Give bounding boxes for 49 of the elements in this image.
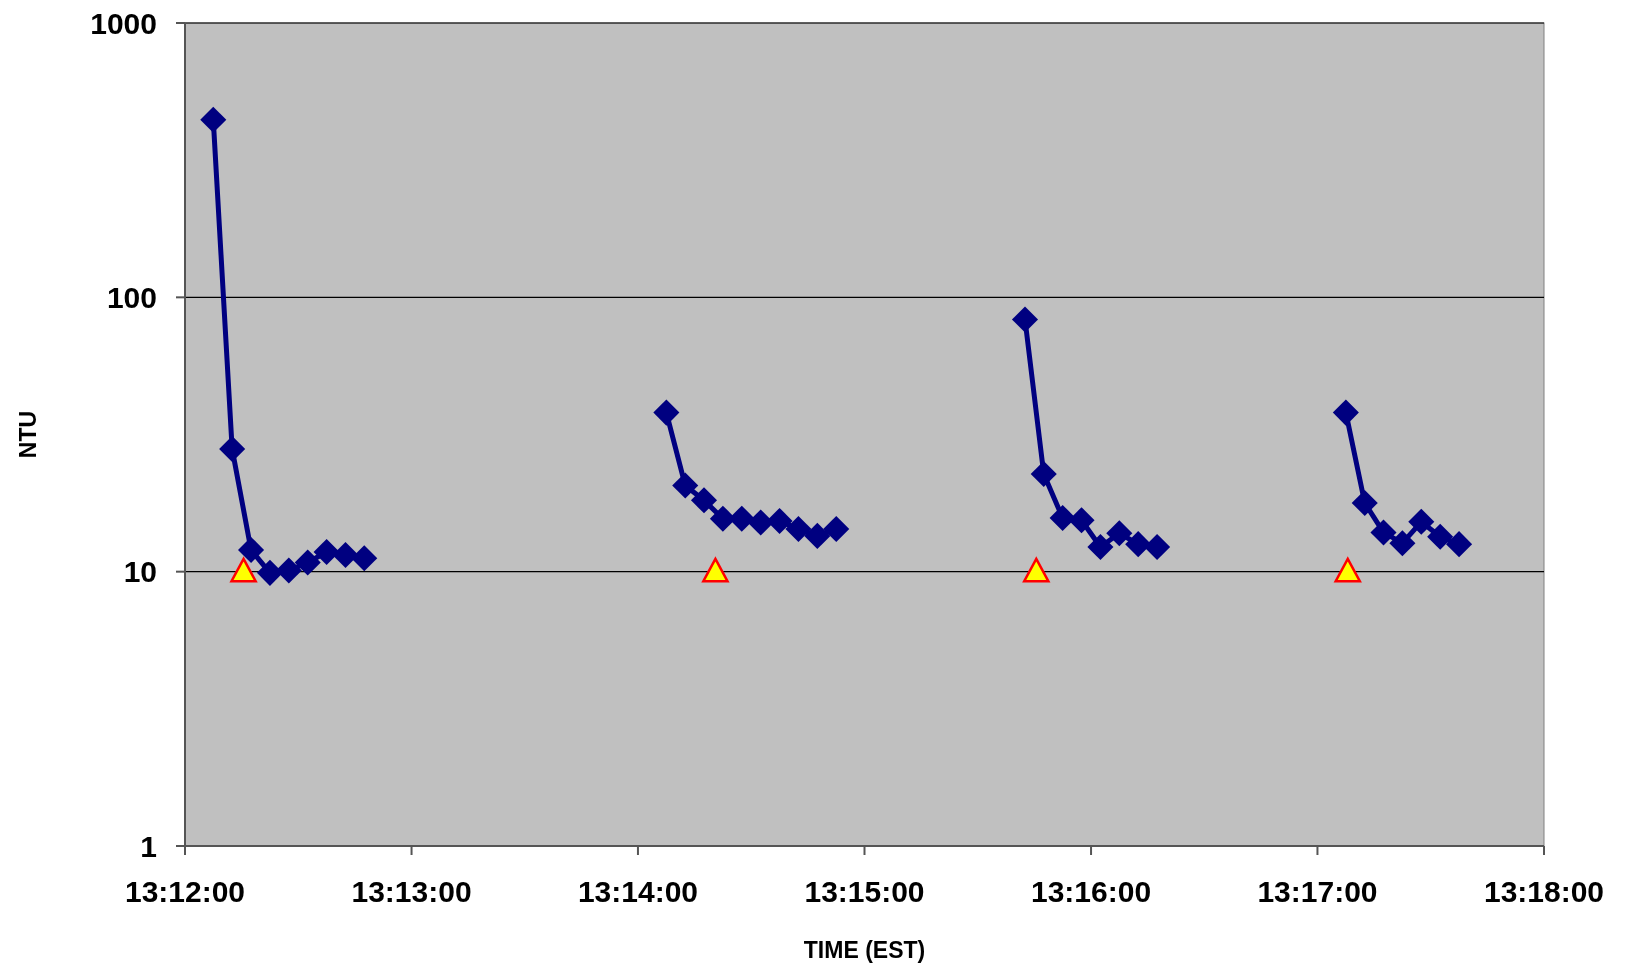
point bbox=[1334, 557, 1362, 583]
point bbox=[1389, 530, 1416, 557]
point bbox=[1144, 533, 1171, 561]
point bbox=[332, 541, 359, 569]
point bbox=[238, 536, 265, 563]
point bbox=[1351, 489, 1378, 517]
point bbox=[823, 516, 850, 543]
x-axis-title: TIME (EST) bbox=[803, 937, 926, 963]
point bbox=[200, 106, 227, 133]
point bbox=[1011, 306, 1039, 333]
point bbox=[653, 399, 680, 426]
y-tick-label: 10 bbox=[123, 555, 157, 589]
y-tick-label: 100 bbox=[106, 280, 157, 314]
point bbox=[275, 557, 302, 584]
x-tick-label: 13:16:00 bbox=[1031, 875, 1152, 908]
point bbox=[1068, 507, 1095, 534]
point bbox=[294, 549, 321, 576]
x-tick-label: 13:17:00 bbox=[1257, 875, 1378, 908]
point bbox=[230, 557, 257, 583]
x-tick-label: 13:15:00 bbox=[804, 875, 925, 908]
y-axis-title: NTU bbox=[15, 410, 41, 459]
point bbox=[804, 522, 831, 549]
point bbox=[1125, 531, 1152, 558]
point bbox=[1446, 531, 1473, 558]
x-tick-label: 13:13:00 bbox=[351, 875, 472, 908]
point bbox=[351, 545, 378, 572]
point bbox=[1370, 519, 1397, 546]
point bbox=[219, 435, 246, 463]
point bbox=[1106, 520, 1133, 547]
x-tick-label: 13:18:00 bbox=[1483, 875, 1605, 908]
point bbox=[1332, 399, 1359, 426]
point bbox=[1030, 460, 1057, 488]
point bbox=[785, 516, 812, 543]
point bbox=[766, 507, 793, 535]
point bbox=[690, 487, 718, 514]
point bbox=[1049, 504, 1076, 531]
point bbox=[672, 472, 699, 499]
point bbox=[1022, 557, 1050, 583]
point bbox=[747, 509, 774, 536]
x-tick-label: 13:12:00 bbox=[124, 875, 246, 908]
point bbox=[1087, 533, 1114, 561]
x-tick-label: 13:14:00 bbox=[577, 875, 698, 908]
point bbox=[1427, 523, 1454, 550]
y-tick-label: 1000 bbox=[90, 6, 157, 40]
point bbox=[702, 557, 729, 583]
point bbox=[313, 538, 340, 565]
point bbox=[1408, 508, 1435, 535]
y-tick-label: 1 bbox=[140, 829, 157, 863]
point bbox=[256, 559, 283, 586]
